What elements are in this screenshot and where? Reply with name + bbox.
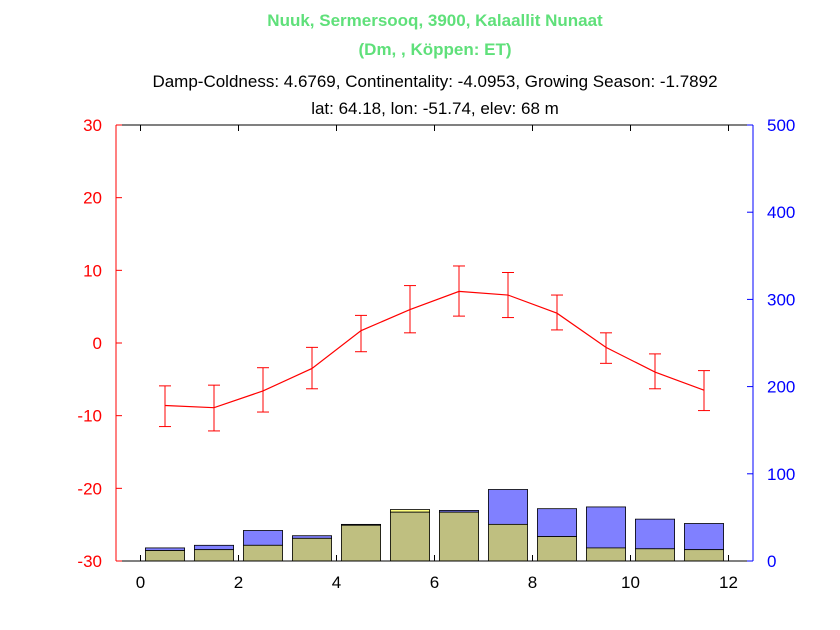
overlap-bar [635,548,676,562]
overlap-bar [193,549,234,562]
chart-title-line2: (Dm, , Köppen: ET) [359,40,512,59]
chart-title-line1: Nuuk, Sermersooq, 3900, Kalaallit Nunaat [267,11,603,30]
temperature-errorbar [453,265,465,317]
x-tick-label: 4 [332,573,341,592]
right-y-tick-label: 0 [767,552,776,571]
temperature-line [164,290,705,409]
temperature-errorbar [551,294,563,331]
chart-subtitle-line2: lat: 64.18, lon: -51.74, elev: 68 m [311,99,559,118]
right-y-tick-label: 100 [767,465,795,484]
overlap-bar [487,523,528,562]
overlap-bar [340,524,381,562]
axes: 0 2 4 6 8 10 12-30-20-100102030010020030040050… [77,116,795,592]
x-tick-label: 8 [528,573,537,592]
left-y-tick-label: 0 [93,334,102,353]
temperature-errorbar [649,353,661,390]
right-y-tick-label: 300 [767,290,795,309]
x-tick-label: 6 [430,573,439,592]
precipitation-bar [586,506,627,549]
temperature-errorbar [600,332,612,364]
overlap-bar [291,537,332,562]
temperature-errorbar [208,384,220,432]
overlap-bar [537,536,578,562]
chart-subtitle-line1: Damp-Coldness: 4.6769, Continentality: -… [152,72,717,91]
left-y-tick-label: -10 [77,407,102,426]
x-tick-label: 10 [621,573,640,592]
overlap-bar [242,544,283,562]
left-y-tick-label: -20 [77,479,102,498]
left-y-tick-label: 10 [83,261,102,280]
temperature-errorbar [159,385,171,428]
precipitation-bar [684,523,725,551]
overlap-bar [684,549,725,562]
right-y-tick-label: 200 [767,378,795,397]
temperature-errorbar [355,314,367,353]
x-tick-label: 2 [234,573,243,592]
overlap-bar [438,511,479,562]
plot-area [116,125,753,561]
temperature-errorbar [404,285,416,334]
precipitation-bar [242,530,283,546]
overlap-bar [389,511,430,562]
right-y-tick-label: 400 [767,203,795,222]
right-y-tick-label: 500 [767,116,795,135]
overlap-bar [586,547,627,562]
left-y-tick-label: 30 [83,116,102,135]
left-y-tick-label: 20 [83,189,102,208]
precipitation-bar [537,508,578,537]
x-tick-label: 12 [719,573,738,592]
temperature-errorbar [306,346,318,390]
precipitation-bar [635,518,676,550]
left-y-tick-label: -30 [77,552,102,571]
precipitation-bar [193,544,234,551]
precipitation-bar [487,489,528,525]
temperature-series [159,265,710,432]
temperature-errorbar [257,367,269,413]
x-tick-label: 0 [136,573,145,592]
overlap-bar [144,550,185,562]
temperature-errorbar [502,272,514,319]
temperature-errorbar [698,370,710,412]
precipitation-bars [144,489,725,562]
